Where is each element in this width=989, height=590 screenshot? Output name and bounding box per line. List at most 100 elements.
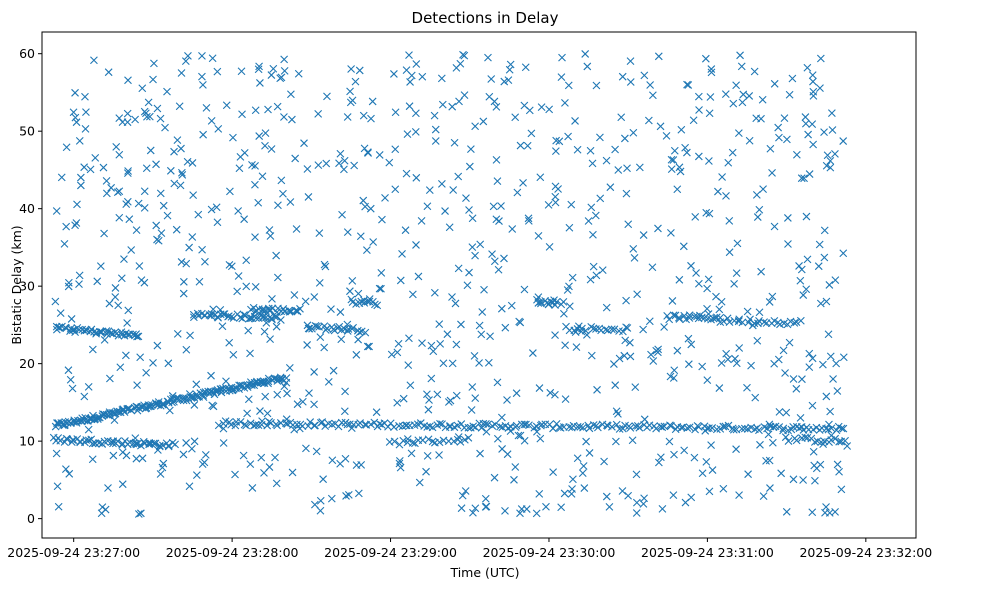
detection-point [335,159,343,168]
detection-point [424,435,433,444]
detection-point [407,71,416,80]
detection-point [532,509,541,518]
detection-point [702,458,711,466]
y-tick-label: 0 [27,511,35,526]
detection-point [65,469,74,478]
detection-point [568,273,577,282]
detection-point [312,447,321,456]
detection-point [134,332,143,341]
detection-point [211,387,220,395]
detection-point [84,425,93,434]
detection-point [750,67,759,76]
detection-point [328,456,337,465]
detection-point [620,134,629,143]
detection-point [273,390,282,399]
detection-point [200,458,209,467]
detection-point [107,183,116,192]
detection-point [347,65,356,73]
y-tick-label: 10 [19,434,35,449]
detection-point [248,161,256,169]
detection-point [272,322,281,331]
detection-point [734,129,743,137]
detection-point [781,433,790,442]
detection-point [185,390,194,398]
detection-point [675,275,684,284]
detection-point [64,278,73,287]
detection-point [461,487,470,495]
detection-point [170,179,179,188]
detection-point [133,332,141,341]
detection-point [303,341,312,349]
detection-point [623,164,631,173]
detection-point [684,360,693,369]
detection-point [336,308,345,316]
detection-point [567,200,576,209]
detection-point [452,391,461,400]
detection-point [667,155,676,164]
detection-point [446,422,454,430]
detection-point [71,328,79,336]
detection-point [258,305,267,314]
detection-point [492,215,501,224]
detection-point [310,293,319,301]
detection-point [423,390,431,399]
detection-point [412,173,421,182]
detection-point [173,136,182,145]
detection-point [316,496,325,505]
detection-point [491,420,499,429]
detection-point [431,137,440,145]
detection-point [443,330,452,339]
detection-point [437,74,446,83]
detection-point [522,505,531,513]
detection-point [470,351,479,360]
detection-point [527,129,536,138]
detection-point [109,437,118,446]
detection-point [492,155,501,164]
detection-point [244,395,253,404]
detection-point [219,424,228,433]
detection-point [800,174,808,183]
detection-point [691,425,699,434]
detection-point [454,172,463,181]
detection-point [551,198,560,207]
detection-point [756,440,764,449]
detection-point [136,509,145,518]
detection-point [755,308,764,317]
detection-point [246,460,255,469]
detection-point [365,297,374,306]
detection-point [177,144,185,153]
detection-point [267,145,276,153]
detection-point [194,311,203,320]
detection-point [735,491,743,500]
detection-point [237,67,246,76]
detection-point [320,343,329,352]
detection-point [439,359,448,368]
detection-point [343,327,352,335]
detection-point [214,421,223,430]
detection-point [255,62,263,71]
detection-point [728,148,737,157]
detection-point [214,124,223,133]
detection-point [596,133,604,142]
detection-point [132,226,141,234]
detection-point [779,346,788,355]
detection-point [514,431,523,440]
detection-point [622,296,630,305]
detection-point [305,389,313,397]
detection-point [365,295,374,303]
detection-point [497,304,506,313]
detection-point [783,214,792,222]
detection-point [520,420,529,429]
detection-point [69,108,78,117]
detection-point [243,409,252,418]
detection-point [114,301,123,310]
detection-point [316,333,325,342]
detection-point [172,395,181,403]
detection-point [138,84,147,93]
detection-point [177,258,186,266]
detection-point [455,97,463,106]
detection-point [448,293,456,301]
detection-point [156,189,165,198]
detection-point [88,345,97,354]
detection-point [282,378,291,387]
